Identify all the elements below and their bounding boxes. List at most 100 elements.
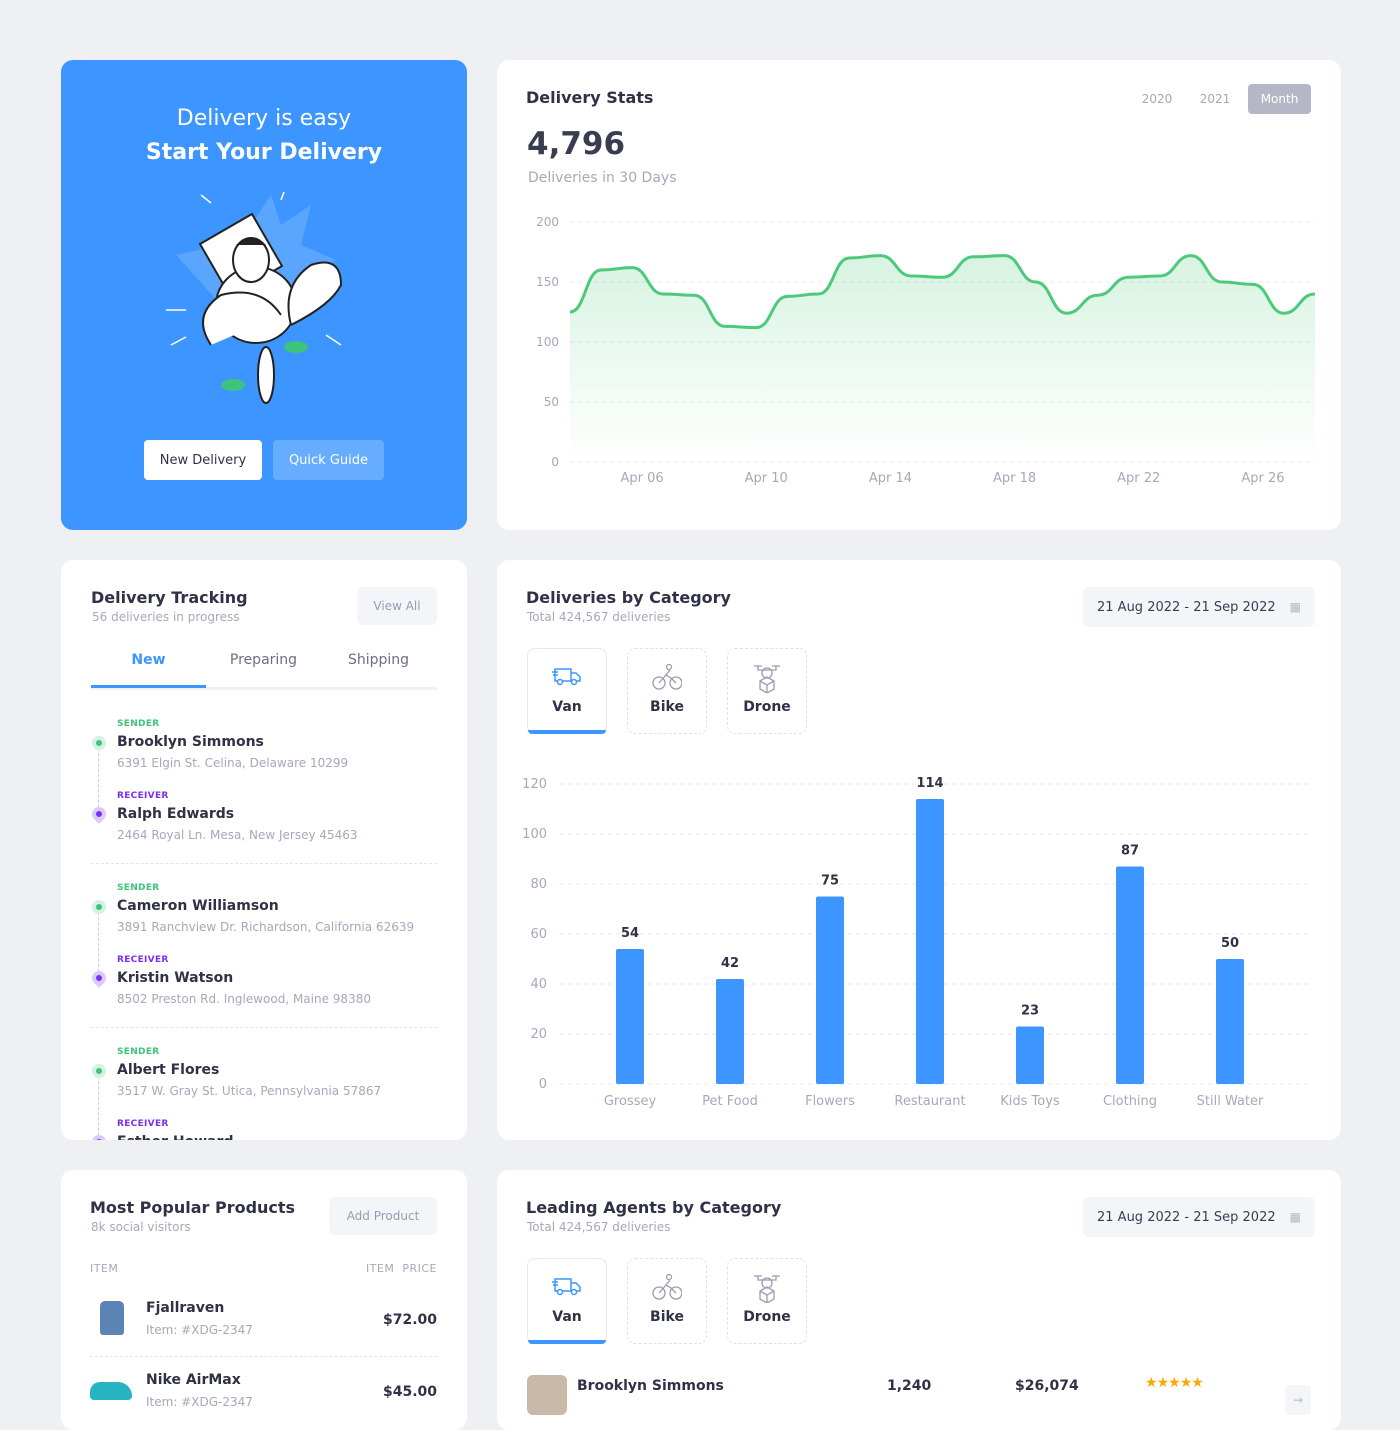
card-title: Delivery Tracking <box>91 588 248 607</box>
tracking-item[interactable]: SENDER Albert Flores 3517 W. Gray St. Utic… <box>89 1043 437 1140</box>
mode-van[interactable]: Van <box>527 648 607 734</box>
product-name: Fjallraven <box>146 1300 225 1316</box>
y-tick-label: 120 <box>522 777 547 792</box>
x-tick-label: Still Water <box>1197 1094 1264 1109</box>
bar[interactable] <box>1116 866 1144 1085</box>
agent-name: Brooklyn Simmons <box>577 1378 724 1394</box>
y-tick-label: 0 <box>539 1077 547 1092</box>
backpack-image <box>100 1301 124 1335</box>
bar-value-label: 23 <box>1021 1004 1039 1019</box>
product-code: Item: #XDG-2347 <box>146 1323 253 1337</box>
sender-label: SENDER <box>117 883 160 893</box>
star-icon: ★ <box>1156 1375 1170 1391</box>
avatar <box>527 1375 567 1415</box>
bar-value-label: 87 <box>1121 844 1139 859</box>
rating-stars: ★★★★★ <box>1145 1375 1204 1391</box>
new-delivery-button[interactable]: New Delivery <box>144 440 262 480</box>
tracking-item[interactable]: SENDER Cameron Williamson 3891 Ranchview D… <box>89 879 437 1029</box>
tab-shipping[interactable]: Shipping <box>347 652 410 668</box>
sender-name: Cameron Williamson <box>117 898 279 914</box>
courier-illustration <box>166 191 343 404</box>
date-range-picker[interactable]: 21 Aug 2022 - 21 Sep 2022 ▦ <box>1083 1197 1315 1237</box>
agent-earnings: $26,074 <box>1015 1378 1079 1394</box>
bar[interactable] <box>1016 1026 1044 1085</box>
card-title: Leading Agents by Category <box>526 1198 782 1217</box>
bar-value-label: 50 <box>1221 936 1239 951</box>
sender-name: Brooklyn Simmons <box>117 734 264 750</box>
sender-dot-icon <box>92 900 106 914</box>
card-title: Most Popular Products <box>90 1198 296 1217</box>
bar[interactable] <box>1216 959 1244 1084</box>
arrow-right-button[interactable]: → <box>1285 1385 1311 1415</box>
bar[interactable] <box>816 896 844 1085</box>
delivery-tracking-card: Delivery Tracking 56 deliveries in progr… <box>61 560 467 1140</box>
product-code: Item: #XDG-2347 <box>146 1395 253 1409</box>
receiver-pin-icon <box>89 968 109 988</box>
mode-drone[interactable]: Drone <box>727 648 807 734</box>
van-icon <box>552 1278 581 1296</box>
filter-2021[interactable]: 2021 <box>1199 92 1231 106</box>
x-tick-label: Clothing <box>1103 1094 1157 1109</box>
product-row[interactable]: Nike AirMax Item: #XDG-2347 $45.00 <box>90 1370 437 1414</box>
receiver-label: RECEIVER <box>117 1119 169 1129</box>
mode-bike[interactable]: Bike <box>627 1258 707 1344</box>
bike-icon <box>652 1273 682 1300</box>
star-icon: ★ <box>1191 1375 1204 1391</box>
x-tick-label: Grossey <box>604 1094 657 1109</box>
y-tick-label: 150 <box>536 275 559 289</box>
mode-van[interactable]: Van <box>527 1258 607 1344</box>
x-tick-label: Kids Toys <box>1000 1094 1060 1109</box>
date-range-picker[interactable]: 21 Aug 2022 - 21 Sep 2022 ▦ <box>1083 587 1315 627</box>
tab-preparing[interactable]: Preparing <box>229 652 298 668</box>
card-title: Deliveries by Category <box>526 588 731 607</box>
quick-guide-button[interactable]: Quick Guide <box>273 440 384 480</box>
mode-label: Bike <box>650 1309 684 1325</box>
popular-products-card: Most Popular Products 8k social visitors… <box>61 1170 467 1430</box>
view-all-button[interactable]: View All <box>357 587 437 625</box>
mode-label: Bike <box>650 699 684 715</box>
drone-icon <box>754 1275 780 1303</box>
mode-bike[interactable]: Bike <box>627 648 707 734</box>
bar-value-label: 54 <box>621 926 639 941</box>
series-line <box>569 254 1316 330</box>
receiver-name: Ralph Edwards <box>117 806 235 822</box>
hero-line2: Start Your Delivery <box>145 140 383 165</box>
tracking-tabs: New Preparing Shipping <box>91 650 437 690</box>
total-deliveries: 4,796 <box>527 126 626 162</box>
tab-new[interactable]: New <box>91 652 206 688</box>
bar[interactable] <box>916 799 944 1084</box>
agent-deliveries: 1,240 <box>887 1378 932 1394</box>
receiver-pin-icon <box>89 804 109 824</box>
card-subtitle: Total 424,567 deliveries <box>527 610 671 624</box>
sender-address: 3517 W. Gray St. Utica, Pennsylvania 578… <box>117 1084 382 1098</box>
category-bar-chart: 0 20 40 60 80 100 120 54 Grossey 42 Pet Food 75 Flow… <box>522 776 1311 1109</box>
y-tick-label: 20 <box>530 1027 547 1042</box>
bar[interactable] <box>616 949 644 1084</box>
tracking-item[interactable]: SENDER Brooklyn Simmons 6391 Elgin St. Cel… <box>89 715 437 865</box>
filter-month[interactable]: Month <box>1248 84 1311 114</box>
area-fill <box>570 255 1315 462</box>
date-range: 21 Aug 2022 - 21 Sep 2022 <box>1097 1209 1276 1225</box>
mode-label: Van <box>552 699 582 715</box>
x-tick-label: Apr 10 <box>745 471 788 486</box>
receiver-address: 2464 Royal Ln. Mesa, New Jersey 45463 <box>117 828 358 842</box>
bar-value-label: 114 <box>916 776 943 791</box>
receiver-pin-icon <box>89 1132 109 1140</box>
product-name: Nike AirMax <box>146 1372 241 1388</box>
route-line <box>98 1071 99 1140</box>
x-tick-label: Apr 22 <box>1117 471 1160 486</box>
filter-2020[interactable]: 2020 <box>1141 92 1173 106</box>
sender-address: 3891 Ranchview Dr. Richardson, Californi… <box>117 920 415 934</box>
y-tick-label: 50 <box>544 395 559 409</box>
add-product-button[interactable]: Add Product <box>329 1197 437 1235</box>
x-tick-label: Apr 14 <box>869 471 912 486</box>
product-price: $45.00 <box>382 1384 437 1400</box>
delivery-line-chart: 0 50 100 150 200 Apr 06 Apr 10 Apr 14 Apr 18 Apr … <box>536 215 1316 486</box>
drone-icon <box>754 665 780 693</box>
card-subtitle: 8k social visitors <box>91 1220 191 1234</box>
mode-drone[interactable]: Drone <box>727 1258 807 1344</box>
product-row[interactable]: Fjallraven Item: #XDG-2347 $72.00 <box>90 1298 437 1342</box>
bar[interactable] <box>716 979 744 1084</box>
x-tick-label: Pet Food <box>702 1094 758 1109</box>
x-tick-label: Restaurant <box>894 1094 965 1109</box>
